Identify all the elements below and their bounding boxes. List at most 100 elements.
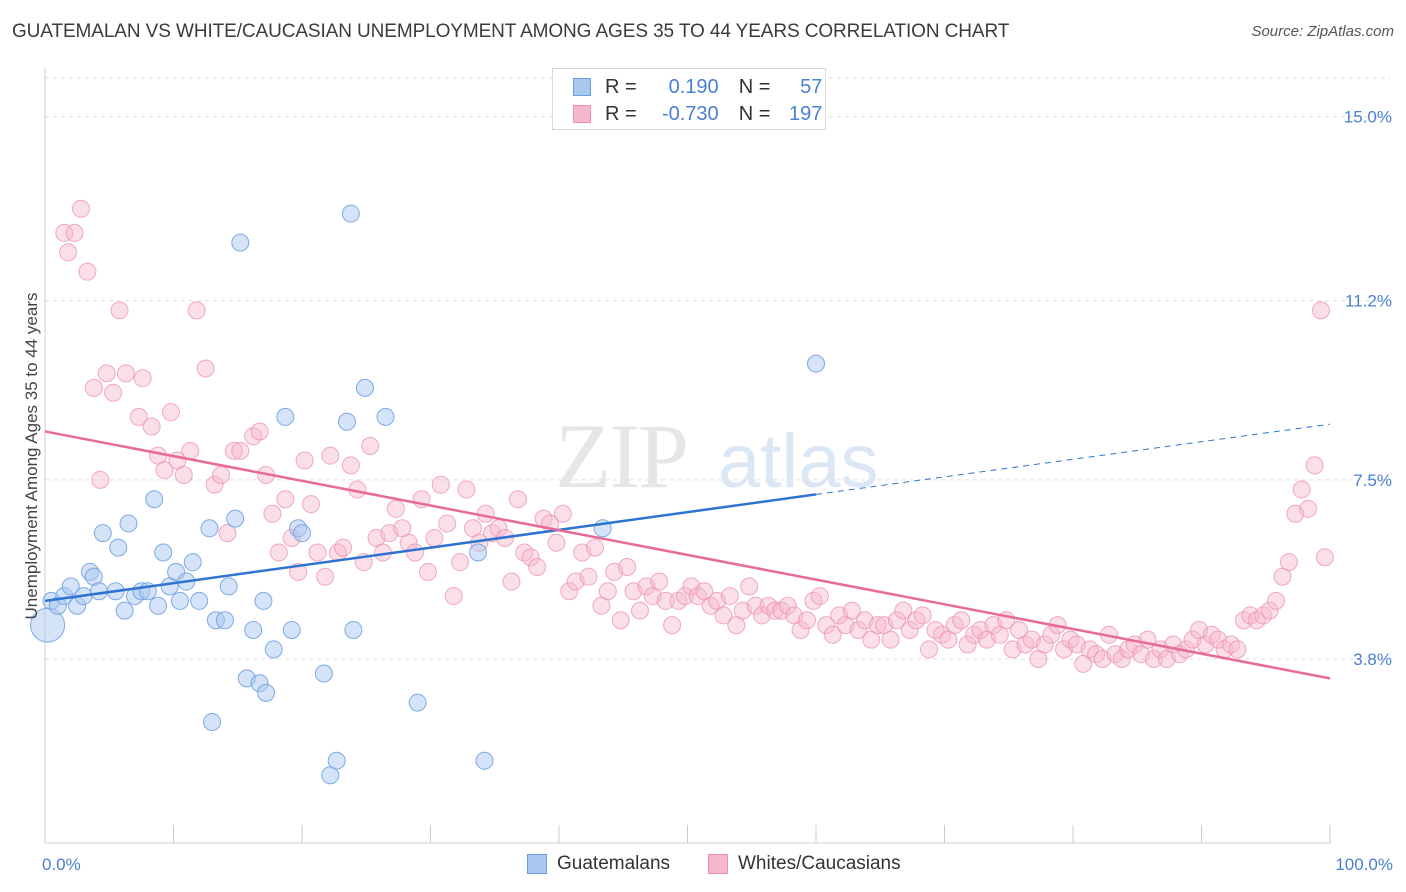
legend-item-guatemalans[interactable]: Guatemalans <box>527 853 670 875</box>
guatemalans-point <box>115 601 134 620</box>
guatemalans-point <box>807 354 825 373</box>
legend-label: Guatemalans <box>557 853 671 874</box>
y-tick-label: 7.5% <box>1353 471 1392 490</box>
guatemalans-point <box>264 640 283 659</box>
watermark-atlas: atlas <box>718 419 879 504</box>
whites-caucasians-point <box>431 475 450 494</box>
y-axis-title: Unemployment Among Ages 35 to 44 years <box>22 293 41 620</box>
whites-caucasians-point <box>560 582 579 601</box>
whites-caucasians-point <box>1312 301 1331 320</box>
guatemalans-point <box>183 553 202 572</box>
whites-caucasians-point <box>133 369 152 388</box>
whites-caucasians-point <box>675 587 694 606</box>
guatemalans-point <box>408 693 427 712</box>
whites-caucasians-point <box>547 533 566 552</box>
whites-caucasians-point <box>250 422 269 441</box>
whites-caucasians-point <box>212 466 231 485</box>
whites-caucasians-point <box>1279 553 1298 572</box>
guatemalans-point <box>154 543 173 562</box>
axes <box>44 68 1331 844</box>
whites-caucasians-point <box>714 606 733 625</box>
guatemalans-point <box>145 490 164 509</box>
whites-caucasians-point <box>451 553 470 572</box>
whites-caucasians-point <box>663 616 682 635</box>
whites-caucasians-point <box>1267 591 1286 610</box>
whites-caucasians-point <box>920 640 939 659</box>
guatemalans-point <box>203 712 222 731</box>
whites-caucasians-point <box>585 538 604 557</box>
n-value: 197 <box>789 102 823 125</box>
whites-caucasians-point <box>1228 640 1247 659</box>
whites-caucasians-point <box>598 582 617 601</box>
whites-caucasians-point <box>65 223 84 242</box>
whites-caucasians-point <box>308 543 327 562</box>
whites-caucasians-point <box>321 446 340 465</box>
y-tick-label: 15.0% <box>1344 108 1392 127</box>
whites-caucasians-point <box>1112 650 1131 669</box>
guatemalans-point <box>282 620 301 639</box>
correlation-stats-box: R = 0.190 N = 57 R = -0.730 N = 197 <box>552 68 826 130</box>
x-tick-label: 0.0% <box>42 855 81 874</box>
whites-caucasians-point <box>438 514 457 533</box>
whites-caucasians-point <box>174 466 193 485</box>
n-value: 57 <box>800 75 823 98</box>
whites-caucasians-point <box>740 577 759 596</box>
guatemalans-point <box>244 620 263 639</box>
guatemalans-swatch <box>573 78 591 96</box>
whites-caucasians-point <box>553 504 572 523</box>
whites-caucasians-point <box>881 630 900 649</box>
whites-caucasians-point <box>196 359 215 378</box>
whites-caucasians-point <box>142 417 161 436</box>
whites-caucasians-point <box>97 364 116 383</box>
chart-source: Source: ZipAtlas.com <box>1251 23 1394 40</box>
whites-caucasians-point <box>181 441 200 460</box>
r-value: -0.730 <box>661 102 719 125</box>
whites-caucasians-point <box>116 364 135 383</box>
whites-caucasians-point <box>521 548 540 567</box>
whites-caucasians-point <box>720 587 739 606</box>
whites-caucasians-point <box>798 611 817 630</box>
stats-row-whites: R = -0.730 N = 197 <box>573 101 822 127</box>
whites-caucasians-point <box>894 601 913 620</box>
whites-caucasians-point <box>579 567 598 586</box>
whites-caucasians-point <box>129 407 148 426</box>
guatemalans-point <box>337 412 356 431</box>
guatemalans-point <box>314 664 333 683</box>
r-label: R = <box>605 102 637 125</box>
guatemalans-point <box>475 751 494 770</box>
guatemalans-point <box>89 582 108 601</box>
whites-caucasians-point <box>842 601 861 620</box>
y-tick-label: 3.8% <box>1353 650 1392 669</box>
guatemalans-point <box>219 577 238 596</box>
guatemalans-point <box>215 611 234 630</box>
whites-caucasians-point <box>791 620 810 639</box>
whites-legend-swatch <box>708 854 728 874</box>
whites-caucasians-point <box>301 495 320 514</box>
whites-caucasians-point <box>231 441 250 460</box>
guatemalans-point <box>200 519 219 538</box>
whites-caucasians-point <box>218 524 237 543</box>
tick-labels: 3.8% 7.5% 11.2% 15.0% 0.0% 100.0% <box>42 108 1393 874</box>
whites-caucasians-point <box>161 403 180 422</box>
whites-caucasians-point <box>425 528 444 547</box>
whites-caucasians-point <box>1305 456 1324 475</box>
guatemalans-point <box>327 751 346 770</box>
whites-caucasians-point <box>406 543 425 562</box>
whites-caucasians-point <box>958 635 977 654</box>
whites-caucasians-point <box>746 596 765 615</box>
legend-item-whites[interactable]: Whites/Caucasians <box>708 853 901 875</box>
whites-caucasians-point <box>418 562 437 581</box>
whites-caucasians-point <box>887 611 906 630</box>
whites-caucasians-point <box>913 606 932 625</box>
whites-caucasians-point <box>618 558 637 577</box>
whites-caucasians-point <box>1299 499 1318 518</box>
n-label: N = <box>738 75 771 98</box>
guatemalans-point <box>119 514 138 533</box>
n-label: N = <box>738 102 771 125</box>
whites-caucasians-points <box>55 199 1334 673</box>
guatemalans-point <box>61 577 80 596</box>
whites-caucasians-point <box>71 199 90 218</box>
whites-caucasians-point <box>155 461 174 480</box>
whites-caucasians-point <box>650 572 669 591</box>
whites-caucasians-point <box>187 301 206 320</box>
